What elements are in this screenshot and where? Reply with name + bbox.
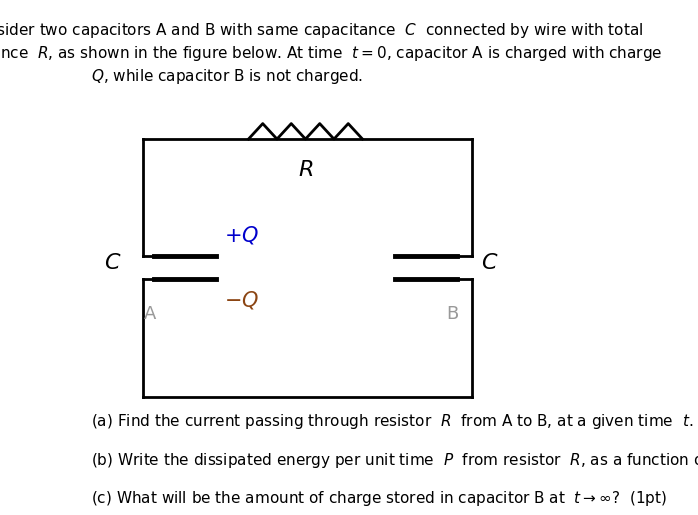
- Text: (c) What will be the amount of charge stored in capacitor B at  $t \rightarrow \: (c) What will be the amount of charge st…: [91, 489, 667, 508]
- Text: $Q$, while capacitor B is not charged.: $Q$, while capacitor B is not charged.: [91, 67, 363, 86]
- Text: $C$: $C$: [104, 253, 121, 272]
- Text: resistance  $R$, as shown in the figure below. At time  $t = 0$, capacitor A is : resistance $R$, as shown in the figure b…: [0, 44, 662, 63]
- Text: $R$: $R$: [298, 160, 313, 180]
- Text: $+Q$: $+Q$: [224, 224, 260, 246]
- Text: A: A: [144, 305, 156, 323]
- Text: (b) Write the dissipated energy per unit time  $P$  from resistor  $R$, as a fun: (b) Write the dissipated energy per unit…: [91, 451, 698, 470]
- Text: B: B: [446, 305, 459, 323]
- Text: $C$: $C$: [481, 253, 498, 272]
- Text: $-Q$: $-Q$: [224, 289, 260, 312]
- Text: (a) Find the current passing through resistor  $R$  from A to B, at a given time: (a) Find the current passing through res…: [91, 412, 698, 431]
- Text: Consider two capacitors A and B with same capacitance  $C$  connected by wire wi: Consider two capacitors A and B with sam…: [0, 21, 644, 40]
